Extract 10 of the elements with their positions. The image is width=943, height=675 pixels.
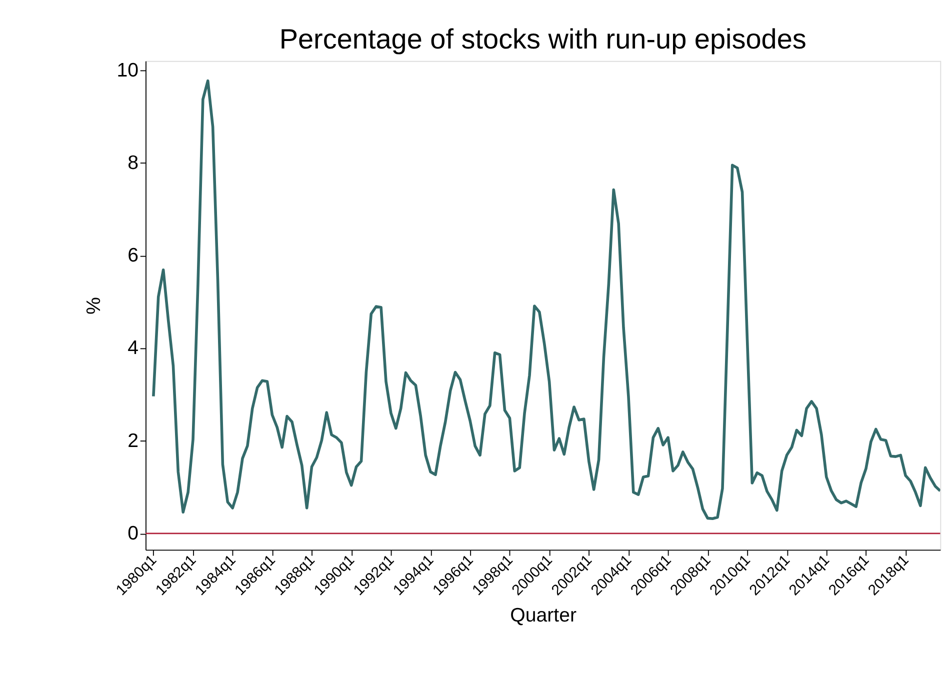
x-axis-title: Quarter <box>510 604 577 626</box>
line-series <box>152 79 940 520</box>
y-tick-label: 10 <box>116 59 139 82</box>
chart-title: Percentage of stocks with run-up episodes <box>279 24 806 55</box>
y-tick-label: 4 <box>128 337 139 360</box>
y-tick-label: 2 <box>128 430 139 452</box>
y-tick-label: 6 <box>128 244 139 267</box>
y-axis-title: % <box>82 297 105 314</box>
y-tick-label: 8 <box>128 152 139 174</box>
y-tick-label: 0 <box>128 522 139 545</box>
